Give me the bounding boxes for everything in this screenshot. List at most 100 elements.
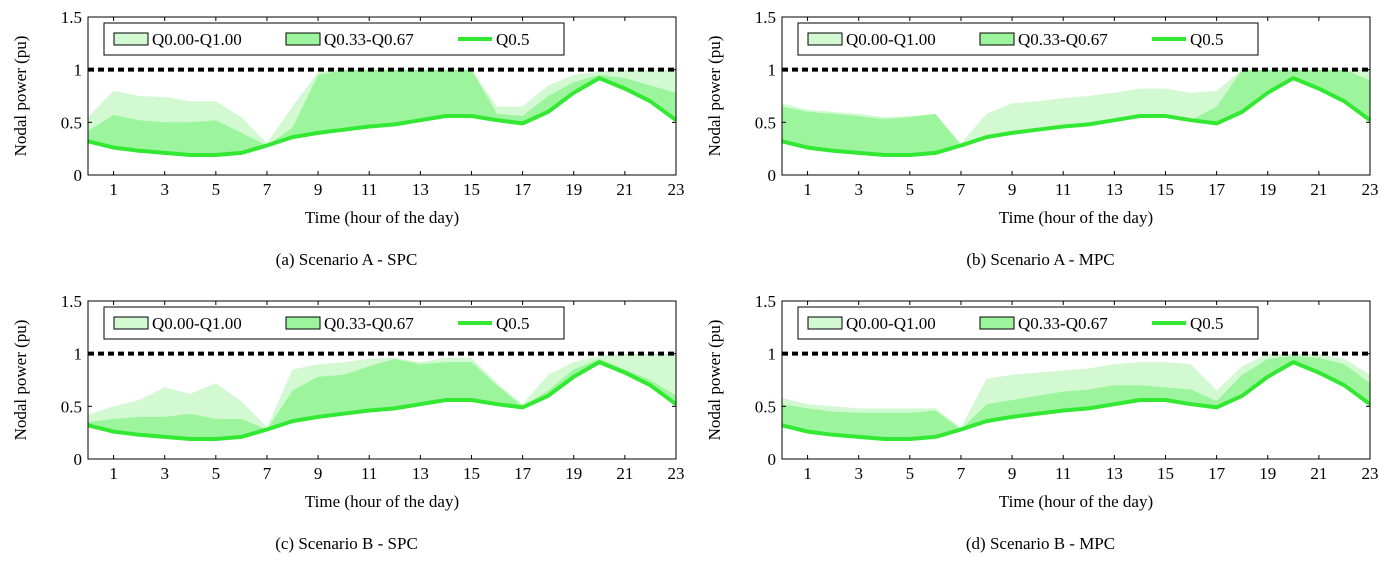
x-tick-label: 13 [412, 464, 429, 483]
plot-frame [781, 300, 1371, 460]
x-tick-label: 7 [957, 180, 966, 199]
x-tick-label: 1 [803, 464, 812, 483]
y-tick-label: 0 [74, 166, 83, 185]
plot-frame [87, 16, 677, 176]
y-tick-label: 0.5 [61, 397, 82, 416]
x-tick-label: 11 [361, 464, 377, 483]
caption-b: (b) Scenario A - MPC [966, 250, 1115, 269]
y-tick-label: 1.5 [61, 8, 82, 27]
x-tick-label: 11 [1055, 464, 1071, 483]
x-tick-label: 23 [1362, 464, 1379, 483]
x-tick-label: 15 [1157, 180, 1174, 199]
legend-item-q0-q100: Q0.00-Q1.00 [807, 314, 936, 333]
x-tick-label: 7 [263, 180, 272, 199]
legend-swatch [807, 316, 843, 330]
x-tick-label: 9 [1008, 464, 1017, 483]
x-tick-label: 5 [212, 464, 221, 483]
x-tick-label: 11 [361, 180, 377, 199]
legend-item-q33-q67: Q0.33-Q0.67 [285, 30, 414, 49]
legend-label: Q0.00-Q1.00 [152, 30, 242, 49]
x-tick-label: 19 [565, 464, 582, 483]
x-tick-label: 9 [314, 464, 323, 483]
legend: Q0.00-Q1.00 Q0.33-Q0.67 Q0.5 [797, 306, 1259, 340]
x-axis-label: Time (hour of the day) [999, 208, 1153, 227]
x-tick-label: 21 [1310, 180, 1327, 199]
x-tick-label: 1 [109, 180, 118, 199]
chart-panel-b: 1 3 5 7 9 11 13 15 17 19 21 23 0 0.5 1 1.5 Time (hour of… [694, 0, 1387, 283]
x-tick-label: 21 [616, 180, 633, 199]
band-q33-q67 [782, 355, 1370, 439]
legend-label: Q0.33-Q0.67 [1018, 30, 1108, 49]
plot-area [782, 351, 1370, 441]
x-tick-label: 21 [616, 464, 633, 483]
legend-item-q0-q100: Q0.00-Q1.00 [113, 314, 242, 333]
caption-a: (a) Scenario A - SPC [275, 250, 418, 269]
legend-swatch [113, 32, 149, 46]
median-line [782, 76, 1370, 157]
legend-label: Q0.5 [1190, 30, 1224, 49]
x-tick-label: 5 [906, 180, 915, 199]
y-tick-label: 1 [768, 61, 777, 80]
x-tick-label: 9 [314, 180, 323, 199]
y-tick-label: 0 [768, 166, 777, 185]
y-tick-label: 1 [74, 345, 83, 364]
legend: Q0.00-Q1.00 Q0.33-Q0.67 Q0.5 [797, 22, 1259, 56]
legend-swatch [285, 316, 321, 330]
legend-swatch [807, 32, 843, 46]
x-tick-label: 19 [1259, 180, 1276, 199]
legend-swatch [979, 316, 1015, 330]
band-q33-q67 [782, 69, 1370, 155]
plot-area [782, 67, 1370, 157]
y-axis-label: Nodal power (pu) [11, 36, 30, 157]
legend-item-q33-q67: Q0.33-Q0.67 [979, 30, 1108, 49]
legend-label: Q0.5 [496, 314, 530, 333]
legend-item-q05: Q0.5 [458, 30, 530, 49]
plot-frame [87, 300, 677, 460]
legend: Q0.00-Q1.00 Q0.33-Q0.67 Q0.5 [103, 306, 565, 340]
x-axis-label: Time (hour of the day) [999, 492, 1153, 511]
x-axis-label: Time (hour of the day) [305, 208, 459, 227]
y-tick-label: 0 [74, 450, 83, 469]
x-tick-label: 9 [1008, 180, 1017, 199]
x-tick-label: 23 [668, 464, 685, 483]
plot-frame [781, 16, 1371, 176]
x-tick-label: 17 [1208, 464, 1226, 483]
x-tick-label: 15 [1157, 464, 1174, 483]
x-tick-label: 23 [668, 180, 685, 199]
caption-c: (c) Scenario B - SPC [275, 534, 418, 553]
legend-label: Q0.5 [1190, 314, 1224, 333]
x-tick-label: 17 [514, 464, 532, 483]
legend: Q0.00-Q1.00 Q0.33-Q0.67 Q0.5 [103, 22, 565, 56]
legend-item-q0-q100: Q0.00-Q1.00 [113, 30, 242, 49]
x-tick-label: 7 [957, 464, 966, 483]
band-q33-q67 [88, 358, 676, 439]
x-tick-label: 13 [1106, 464, 1123, 483]
x-tick-label: 3 [854, 464, 863, 483]
y-tick-label: 1.5 [755, 292, 776, 311]
legend-label: Q0.00-Q1.00 [846, 30, 936, 49]
chart-panel-a: 1 3 5 7 9 11 13 15 17 19 21 23 0 0.5 1 1.5 Time (hour of… [0, 0, 693, 283]
median-line [782, 360, 1370, 441]
y-tick-label: 0.5 [755, 397, 776, 416]
legend-label: Q0.33-Q0.67 [324, 30, 414, 49]
legend-label: Q0.5 [496, 30, 530, 49]
x-tick-label: 1 [109, 464, 118, 483]
legend-item-q05: Q0.5 [1152, 314, 1224, 333]
y-tick-label: 1 [74, 61, 83, 80]
x-tick-label: 1 [803, 180, 812, 199]
x-tick-label: 15 [463, 180, 480, 199]
legend-label: Q0.00-Q1.00 [846, 314, 936, 333]
y-axis-label: Nodal power (pu) [11, 320, 30, 441]
legend-swatch [285, 32, 321, 46]
y-axis-label: Nodal power (pu) [705, 320, 724, 441]
y-tick-label: 1.5 [61, 292, 82, 311]
legend-item-q05: Q0.5 [1152, 30, 1224, 49]
y-tick-label: 0 [768, 450, 777, 469]
legend-item-q0-q100: Q0.00-Q1.00 [807, 30, 936, 49]
x-tick-label: 5 [212, 180, 221, 199]
x-tick-label: 17 [1208, 180, 1226, 199]
x-tick-label: 5 [906, 464, 915, 483]
